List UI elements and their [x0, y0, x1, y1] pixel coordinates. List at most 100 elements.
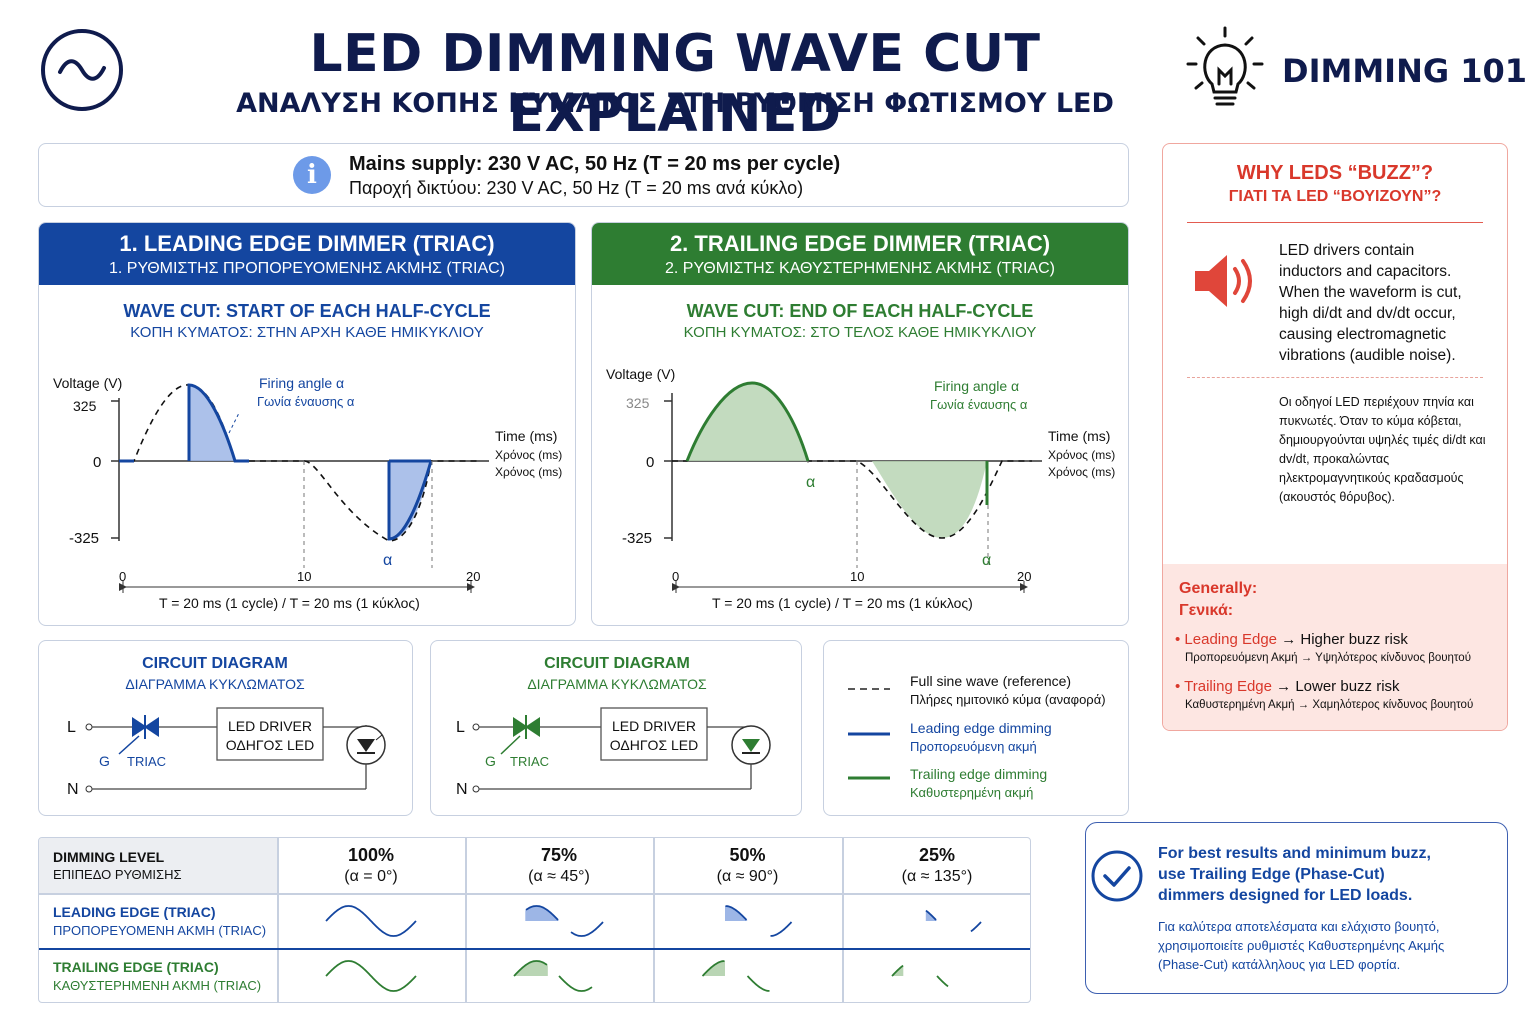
buzz-leading-key: Leading Edge: [1184, 631, 1278, 648]
level-angle: (α = 0°): [344, 868, 398, 885]
leading-fill-negative: [389, 461, 431, 540]
mini-wave-leading-1: [525, 905, 604, 937]
leading-ylabel: Voltage (V): [53, 375, 122, 391]
tip-text-gr: Για καλύτερα αποτελέσματα και ελάχιστο β…: [1158, 919, 1445, 972]
dimming-level-table: DIMMING LEVEL ΕΠΙΠΕΔΟ ΡΥΘΜΙΣΗΣ 100% (α =…: [38, 837, 1031, 1003]
buzz-generally-en: Generally:: [1179, 580, 1258, 597]
legend-trailing-en: Trailing edge dimming: [910, 766, 1048, 782]
supply-text-gr: Παροχή δικτύου: 230 V AC, 50 Hz (T = 20 …: [349, 178, 804, 198]
trailing-edge-header: 2. TRAILING EDGE DIMMER (TRIAC) 2. ΡΥΘΜΙ…: [592, 223, 1128, 285]
mini-fill-trailing-3: [892, 965, 904, 976]
leading-cut-gr: ΚΟΠΗ ΚΥΜΑΤΟΣ: ΣΤΗΝ ΑΡΧΗ ΚΑΘΕ ΗΜΙΚΥΚΛΙΟΥ: [130, 324, 484, 341]
leading-edge-header: 1. LEADING EDGE DIMMER (TRIAC) 1. ΡΥΘΜΙΣ…: [39, 223, 575, 285]
triac-symbol-right: [500, 715, 540, 755]
tip-text-en: For best results and minimum buzz, use T…: [1158, 845, 1431, 904]
supply-text-en: Mains supply: 230 V AC, 50 Hz (T = 20 ms…: [349, 153, 841, 175]
mini-fill-trailing-1: [514, 961, 548, 976]
mini-fill-leading-1: [525, 906, 559, 921]
supply-box: i Mains supply: 230 V AC, 50 Hz (T = 20 …: [38, 143, 1129, 207]
buzz-leading-val: → Higher buzz risk: [1281, 631, 1408, 648]
level-col-100: 100% (α = 0°): [277, 845, 465, 886]
trailing-alpha-1: α: [806, 474, 815, 491]
circuit-right-triac: TRIAC: [510, 754, 549, 769]
circuit-left-title-en: CIRCUIT DIAGRAM: [142, 655, 288, 672]
lightbulb-icon: [1186, 26, 1264, 112]
buzz-generally-gr: Γενικά:: [1179, 602, 1234, 619]
circuit-right-title-gr: ΔΙΑΓΡΑΜΜΑ ΚΥΚΛΩΜΑΤΟΣ: [527, 676, 707, 692]
row-leading-gr: ΠΡΟΠΟΡΕΥΟΜΕΝΗ ΑΚΜΗ (TRIAC): [53, 923, 267, 938]
buzz-text-gr: Οι οδηγοί LED περιέχουν πηνία και πυκνωτ…: [1279, 395, 1486, 504]
trailing-fill-negative: [872, 461, 987, 538]
circuit-left-G: G: [99, 753, 110, 769]
legend-leading-en: Leading edge dimming: [910, 720, 1052, 736]
table-corner: [39, 838, 277, 893]
circuit-right-N: N: [456, 781, 468, 798]
info-icon: i: [293, 156, 331, 194]
circuit-diagram-leading: CIRCUIT DIAGRAM ΔΙΑΓΡΑΜΜΑ ΚΥΚΛΩΜΑΤΟΣ L N…: [38, 640, 413, 816]
buzz-trailing-key: Trailing Edge: [1184, 678, 1272, 695]
leading-yzero: 0: [93, 454, 101, 471]
circuit-diagram-trailing: CIRCUIT DIAGRAM ΔΙΑΓΡΑΜΜΑ ΚΥΚΛΩΜΑΤΟΣ L N…: [430, 640, 802, 816]
trailing-time-gr: Χρόνος (ms): [1048, 448, 1115, 462]
circuit-right-driver-gr: ΟΔΗΓΟΣ LED: [610, 737, 698, 753]
trailing-period: T = 20 ms (1 cycle) / T = 20 ms (1 κύκλο…: [712, 595, 973, 611]
trailing-firing-gr: Γωνία έναυσης α: [930, 397, 1028, 412]
checkmark-icon: [1091, 850, 1143, 902]
level-angle: (α ≈ 90°): [716, 868, 779, 885]
leading-reference-wave: [119, 384, 479, 542]
legend-box: Full sine wave (reference) Πλήρες ημιτον…: [823, 640, 1129, 816]
leading-time-gr2: Χρόνος (ms): [495, 465, 562, 479]
level-angle: (α ≈ 45°): [528, 868, 590, 885]
level-col-25: 25% (α ≈ 135°): [842, 845, 1030, 886]
page-subtitle: ΑΝΑΛΥΣΗ ΚΟΠΗΣ ΚΥΜΑΤΟΣ ΣΤΗ ΡΥΘΜΙΣΗ ΦΩΤΙΣΜ…: [236, 88, 1114, 119]
trailing-edge-panel: 2. TRAILING EDGE DIMMER (TRIAC) 2. ΡΥΘΜΙ…: [591, 222, 1129, 626]
circuit-left-driver-en: LED DRIVER: [228, 718, 312, 734]
leading-period: T = 20 ms (1 cycle) / T = 20 ms (1 κύκλο…: [159, 595, 420, 611]
speaker-icon: [1195, 255, 1252, 307]
level-pct: 25%: [918, 845, 956, 865]
trailing-header-gr: 2. ΡΥΘΜΙΣΤΗΣ ΚΑΘΥΣΤΕΡΗΜΕΝΗΣ ΑΚΜΗΣ (TRIAC…: [665, 260, 1055, 277]
mini-wave-leading-2: [725, 905, 793, 937]
level-col-75: 75% (α ≈ 45°): [465, 845, 653, 886]
buzz-leading-gr: Προπορευόμενη Ακμή → Υψηλότερος κίνδυνος…: [1185, 652, 1471, 664]
badge-dimming-101: DIMMING 101: [1282, 52, 1528, 90]
buzz-generally-box: Generally: Γενικά: • Leading Edge → High…: [1163, 564, 1507, 730]
trailing-cut-en: WAVE CUT: END OF EACH HALF-CYCLE: [686, 301, 1034, 321]
level-angle: (α ≈ 135°): [901, 868, 973, 885]
leading-time-en: Time (ms): [495, 428, 557, 444]
leading-fill-positive: [189, 386, 235, 461]
circuit-right-driver-en: LED DRIVER: [612, 718, 696, 734]
buzz-title-gr: ΓΙΑΤΙ ΤΑ LED “ΒΟΥΙΖΟΥΝ”?: [1228, 188, 1442, 205]
leading-firing-en: Firing angle α: [259, 375, 344, 391]
legend-trailing-gr: Καθυστερημένη ακμή: [910, 785, 1034, 800]
trailing-ypeak: 325: [626, 395, 650, 411]
leading-solid-wave: [119, 383, 433, 541]
leading-time-gr: Χρόνος (ms): [495, 448, 562, 462]
legend-reference-en: Full sine wave (reference): [910, 673, 1072, 689]
trailing-header-en: 2. TRAILING EDGE DIMMER (TRIAC): [669, 231, 1051, 256]
leading-header-gr: 1. ΡΥΘΜΙΣΤΗΣ ΠΡΟΠΟΡΕΥΟΜΕΝΗΣ ΑΚΜΗΣ (TRIAC…: [108, 260, 506, 277]
trailing-x0: 0: [672, 569, 679, 584]
mini-wave-trailing-3: [892, 966, 982, 987]
level-pct: 75%: [540, 845, 578, 865]
buzz-trailing-gr: Καθυστερημένη Ακμή → Χαμηλότερος κίνδυνο…: [1185, 699, 1474, 711]
row-trailing-en: TRAILING EDGE (TRIAC): [53, 959, 219, 975]
leading-yneg: -325: [69, 530, 99, 547]
level-pct: 50%: [729, 845, 766, 865]
buzz-trailing-val: → Lower buzz risk: [1276, 678, 1400, 695]
level-col-50: 50% (α ≈ 90°): [653, 845, 842, 886]
trailing-x20: 20: [1017, 569, 1031, 584]
leading-ypeak: 325: [73, 398, 97, 414]
why-buzz-panel: WHY LEDS “BUZZ”? ΓΙΑΤΙ ΤΑ LED “ΒΟΥΙΖΟΥΝ”…: [1162, 143, 1508, 731]
mini-fill-leading-2: [725, 906, 748, 921]
trailing-fill-positive: [687, 383, 808, 461]
legend-reference-gr: Πλήρες ημιτονικό κύμα (αναφορά): [910, 692, 1106, 707]
trailing-wave-chart: Voltage (V) 325 0 -325 Firing angle α Γω…: [606, 366, 1115, 611]
leading-edge-panel: 1. LEADING EDGE DIMMER (TRIAC) 1. ΡΥΘΜΙΣ…: [38, 222, 576, 626]
circuit-left-L: L: [67, 719, 76, 736]
trailing-cut-gr: ΚΟΠΗ ΚΥΜΑΤΟΣ: ΣΤΟ ΤΕΛΟΣ ΚΑΘΕ ΗΜΙΚΥΚΛΙΟΥ: [683, 324, 1037, 341]
triac-symbol-left: [118, 715, 159, 755]
leading-firing-gr: Γωνία έναυσης α: [257, 394, 355, 409]
row-trailing-gr: ΚΑΘΥΣΤΕΡΗΜΕΝΗ ΑΚΜΗ (TRIAC): [53, 978, 262, 993]
buzz-title-en: WHY LEDS “BUZZ”?: [1236, 162, 1434, 184]
